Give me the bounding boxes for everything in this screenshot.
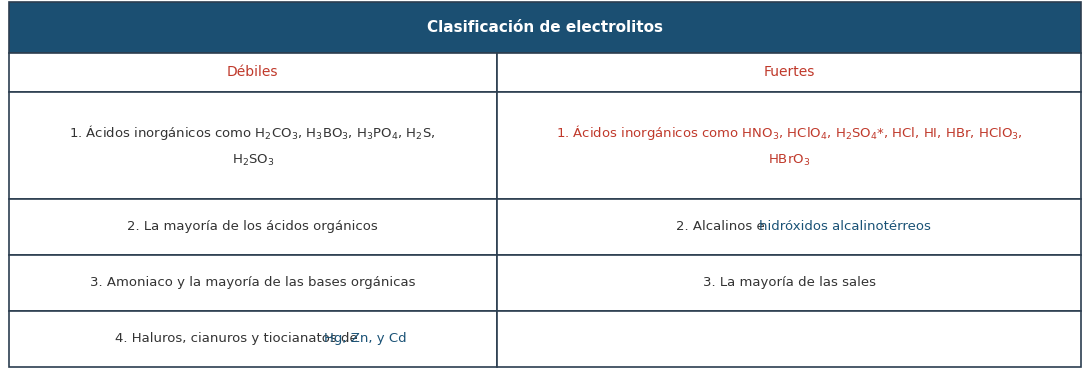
FancyBboxPatch shape: [497, 311, 1081, 367]
Text: hidróxidos alcalinotérreos: hidróxidos alcalinotérreos: [759, 220, 931, 233]
Text: 1. Ácidos inorgánicos como HNO$_3$, HClO$_4$, H$_2$SO$_4$*, HCl, HI, HBr, HClO$_: 1. Ácidos inorgánicos como HNO$_3$, HClO…: [556, 123, 1022, 168]
Text: 3. Amoniaco y la mayoría de las bases orgánicas: 3. Amoniaco y la mayoría de las bases or…: [90, 276, 415, 289]
Text: 4. Haluros, cianuros y tiocianatos de: 4. Haluros, cianuros y tiocianatos de: [116, 332, 362, 345]
Text: Hg, Zn, y Cd: Hg, Zn, y Cd: [325, 332, 407, 345]
Text: 2. Alcalinos e: 2. Alcalinos e: [676, 220, 770, 233]
FancyBboxPatch shape: [9, 92, 497, 199]
FancyBboxPatch shape: [9, 2, 1081, 53]
FancyBboxPatch shape: [497, 92, 1081, 199]
Text: Fuertes: Fuertes: [763, 65, 814, 79]
FancyBboxPatch shape: [497, 199, 1081, 255]
FancyBboxPatch shape: [9, 311, 497, 367]
FancyBboxPatch shape: [497, 255, 1081, 311]
FancyBboxPatch shape: [9, 199, 497, 255]
Text: Débiles: Débiles: [227, 65, 278, 79]
FancyBboxPatch shape: [9, 53, 497, 92]
Text: Clasificación de electrolitos: Clasificación de electrolitos: [427, 20, 663, 35]
FancyBboxPatch shape: [497, 53, 1081, 92]
FancyBboxPatch shape: [9, 255, 497, 311]
Text: 3. La mayoría de las sales: 3. La mayoría de las sales: [703, 276, 875, 289]
Text: 2. La mayoría de los ácidos orgánicos: 2. La mayoría de los ácidos orgánicos: [128, 220, 378, 233]
Text: 1. Ácidos inorgánicos como H$_2$CO$_3$, H$_3$BO$_3$, H$_3$PO$_4$, H$_2$S,
H$_2$S: 1. Ácidos inorgánicos como H$_2$CO$_3$, …: [70, 123, 436, 168]
